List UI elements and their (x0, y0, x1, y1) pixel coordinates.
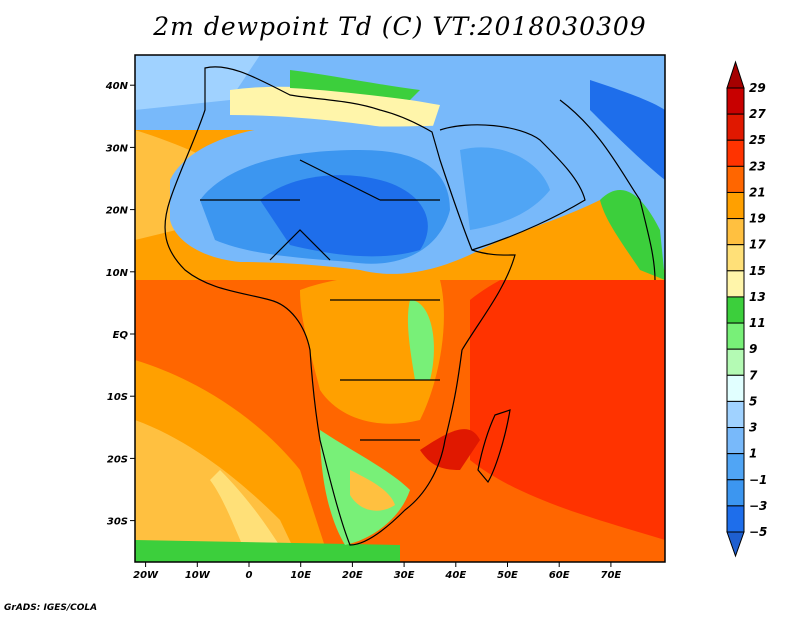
colorbar-box (726, 165, 745, 193)
colorbar-label: 23 (749, 159, 766, 173)
colorbar-box (726, 296, 745, 324)
colorbar-box (726, 453, 745, 481)
dewpoint-field (135, 55, 665, 562)
plot-title: 2m dewpoint Td (C) VT:2018030309 (153, 12, 647, 41)
lon-tick-label: 20E (342, 570, 363, 581)
colorbar-box (726, 113, 745, 141)
colorbar-label: 11 (749, 316, 766, 330)
colorbar-bottom-arrow (726, 531, 745, 558)
colorbar-label: 29 (749, 81, 766, 95)
colorbar-label: 27 (749, 107, 766, 121)
lon-tick-label: 10E (290, 570, 311, 581)
lon-tick-label: 30E (394, 570, 415, 581)
coastlines (164, 66, 656, 546)
colorbar-label: 1 (749, 447, 757, 461)
colorbar-box (726, 322, 745, 350)
lat-tick-label: 30S (107, 517, 128, 528)
colorbar-box (726, 505, 745, 533)
colorbar-label: 7 (749, 368, 758, 382)
lat-tick-label: 40N (105, 81, 129, 92)
colorbar-box (726, 400, 745, 429)
colorbar-label: 21 (749, 185, 766, 199)
colorbar-label: −5 (749, 525, 767, 539)
colorbar-box (726, 479, 745, 507)
colorbar-label: −3 (749, 499, 767, 513)
colorbar-label: 9 (749, 342, 757, 356)
colorbar-box (726, 427, 745, 455)
axes: 40N 30N 20N 10N EQ 10S 20S 30S 20W 10W 0 10E 20E 30E 4… (105, 81, 622, 581)
lat-tick-label: 10S (107, 392, 128, 403)
colorbar-box (726, 374, 745, 402)
colorbar-box (726, 244, 745, 272)
lon-tick-label: 60E (549, 570, 570, 581)
lon-tick-label: 40E (444, 570, 466, 581)
map-frame (134, 54, 666, 563)
colorbar-label: −1 (749, 473, 767, 487)
colorbar-label: 13 (749, 290, 766, 304)
colorbar-top-arrow (726, 60, 745, 89)
lon-tick-label: 20W (133, 570, 159, 581)
colorbar-label: 15 (749, 264, 766, 278)
colorbar-label: 5 (749, 394, 757, 408)
colorbar-label: 25 (749, 133, 766, 147)
colorbar-label: 19 (749, 212, 766, 226)
colorbar-box (726, 348, 745, 376)
colorbar: 29 27 25 23 21 19 17 15 13 11 9 7 5 3 1 −1 −3 −5 (726, 60, 767, 558)
colorbar-label: 17 (749, 238, 766, 252)
colorbar-box (726, 191, 745, 220)
colorbar-label: 3 (749, 421, 757, 435)
colorbar-box (726, 139, 745, 167)
lon-tick-label: 70E (601, 570, 622, 581)
lat-tick-label: 10N (106, 268, 129, 279)
lat-tick-label: 20S (107, 454, 128, 465)
colorbar-box (726, 218, 745, 246)
colorbar-box (726, 270, 745, 298)
lat-tick-label: 20N (106, 206, 129, 217)
lat-tick-label: 30N (106, 143, 129, 154)
lon-tick-label: 50E (497, 570, 518, 581)
lon-tick-label: 10W (185, 570, 211, 581)
lon-tick-label: 0 (246, 570, 253, 581)
grads-credit: GrADS: IGES/COLA (4, 603, 98, 613)
colorbar-box (726, 87, 745, 115)
lat-tick-label: EQ (113, 330, 129, 341)
